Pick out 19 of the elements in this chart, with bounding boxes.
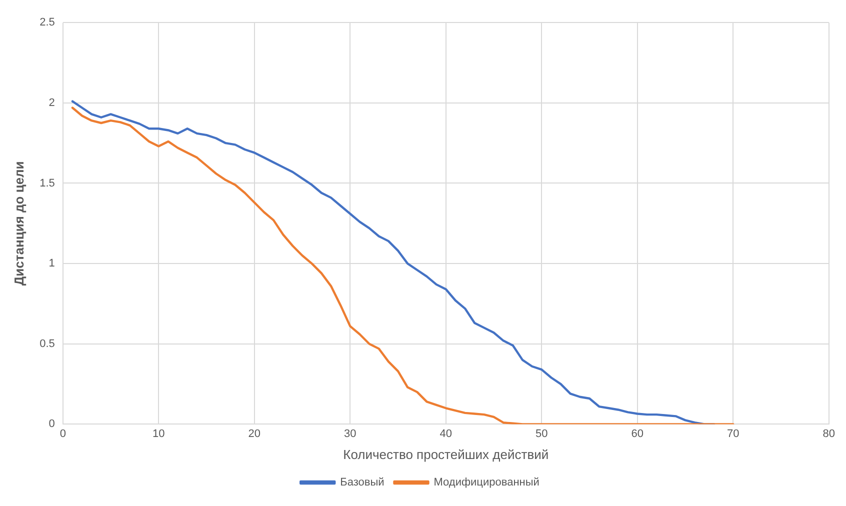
y-tick-label: 2 — [48, 96, 55, 109]
x-tick-label: 80 — [822, 428, 836, 440]
legend-label: Базовый — [340, 476, 384, 489]
x-tick-label: 60 — [631, 428, 644, 440]
y-tick-label: 2.5 — [40, 16, 55, 29]
y-axis-title: Дистанция до цели — [11, 161, 26, 286]
legend-label: Модифицированный — [434, 476, 540, 489]
y-tick-label: 0.5 — [40, 338, 55, 350]
y-tick-label: 1.5 — [40, 177, 55, 190]
x-tick-label: 10 — [152, 428, 165, 440]
x-tick-label: 50 — [536, 428, 548, 440]
x-axis-title: Количество простейших действий — [343, 446, 549, 462]
y-tick-label: 1 — [48, 258, 55, 270]
x-tick-label: 0 — [60, 428, 66, 440]
y-tick-label: 0 — [48, 418, 55, 430]
x-tick-label: 30 — [344, 428, 356, 440]
x-tick-label: 20 — [248, 428, 261, 440]
x-tick-label: 40 — [440, 428, 452, 440]
x-tick-label: 70 — [727, 428, 740, 440]
